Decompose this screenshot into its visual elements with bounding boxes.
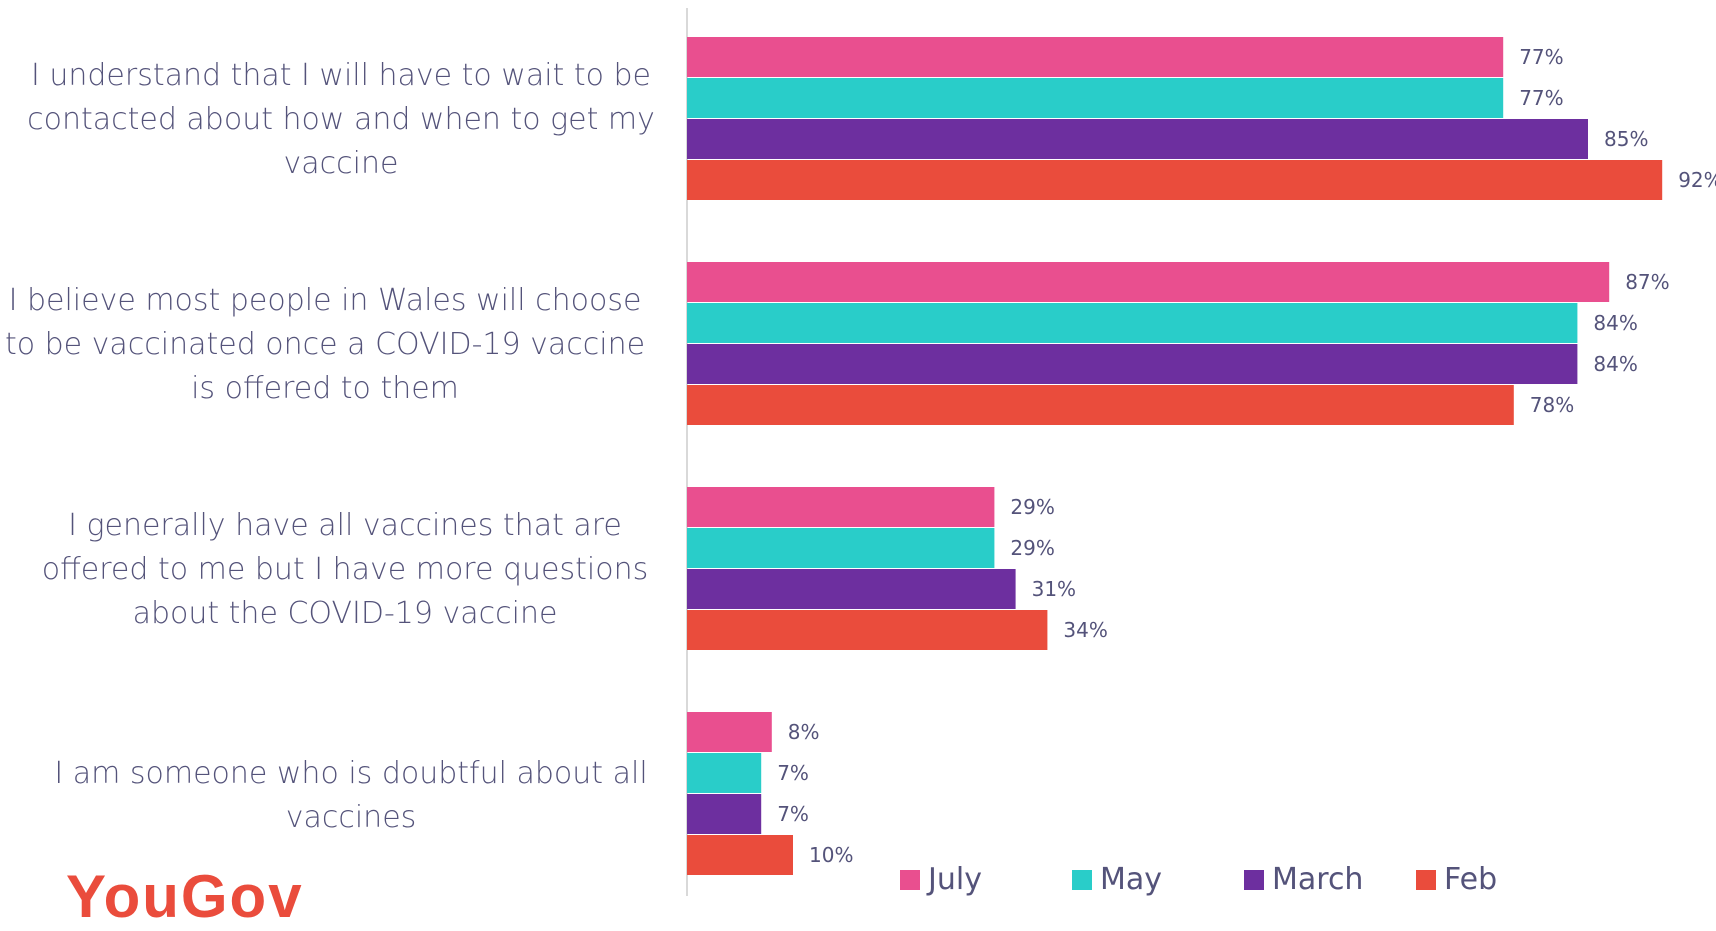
category-label-1: I understand that I will have to wait to… xyxy=(27,58,655,181)
data-label-may-1: 77% xyxy=(1519,86,1563,110)
data-label-july-4: 8% xyxy=(788,720,820,744)
bar-chart: 77% 77% 85% 92% 87% 84% 84% 78% 29% 29% 31% 34% 8% 7%… xyxy=(686,8,1716,896)
legend-label-may: May xyxy=(1100,862,1163,897)
data-label-march-3: 31% xyxy=(1032,577,1076,601)
legend: July May March Feb xyxy=(900,862,1588,897)
bar-march-1 xyxy=(687,119,1588,159)
category-label-3: I generally have all vaccines that are o… xyxy=(41,508,649,631)
data-label-feb-2: 78% xyxy=(1530,393,1574,417)
data-label-may-2: 84% xyxy=(1593,311,1637,335)
data-label-july-3: 29% xyxy=(1010,495,1054,519)
legend-label-july: July xyxy=(928,862,982,897)
data-label-march-2: 84% xyxy=(1593,352,1637,376)
category-label-2: I believe most people in Wales will choo… xyxy=(4,283,646,406)
data-label-march-4: 7% xyxy=(777,802,809,826)
bar-july-2 xyxy=(687,262,1610,302)
legend-swatch-may xyxy=(1072,869,1092,890)
bar-july-1 xyxy=(687,37,1504,77)
legend-swatch-march xyxy=(1244,869,1264,890)
data-label-feb-1: 92% xyxy=(1678,168,1716,192)
legend-label-feb: Feb xyxy=(1444,862,1498,897)
logo-text: YouGov xyxy=(66,863,304,930)
legend-item-may: May xyxy=(1072,862,1244,897)
bar-feb-3 xyxy=(687,610,1048,650)
bar-may-2 xyxy=(687,303,1578,343)
bar-may-3 xyxy=(687,528,995,568)
legend-swatch-july xyxy=(900,869,920,890)
bar-july-3 xyxy=(687,487,995,527)
legend-swatch-feb xyxy=(1416,869,1436,890)
bar-may-1 xyxy=(687,78,1504,118)
legend-item-feb: Feb xyxy=(1416,862,1588,897)
data-label-july-2: 87% xyxy=(1625,270,1669,294)
category-label-4: I am someone who is doubtful about all v… xyxy=(54,756,648,835)
legend-item-july: July xyxy=(900,862,1072,897)
bar-feb-1 xyxy=(687,160,1663,200)
data-label-may-4: 7% xyxy=(777,761,809,785)
bar-july-4 xyxy=(687,712,772,752)
bar-march-2 xyxy=(687,344,1578,384)
data-label-july-1: 77% xyxy=(1519,45,1563,69)
bar-feb-4 xyxy=(687,835,793,875)
bar-may-4 xyxy=(687,753,762,793)
bar-march-3 xyxy=(687,569,1016,609)
bar-march-4 xyxy=(687,794,762,834)
data-label-feb-3: 34% xyxy=(1063,618,1107,642)
data-label-may-3: 29% xyxy=(1010,536,1054,560)
data-label-march-1: 85% xyxy=(1604,127,1648,151)
bar-feb-2 xyxy=(687,385,1514,425)
yougov-logo: YouGov xyxy=(66,862,304,931)
data-label-feb-4: 10% xyxy=(809,843,853,867)
legend-label-march: March xyxy=(1272,862,1364,897)
legend-item-march: March xyxy=(1244,862,1416,897)
